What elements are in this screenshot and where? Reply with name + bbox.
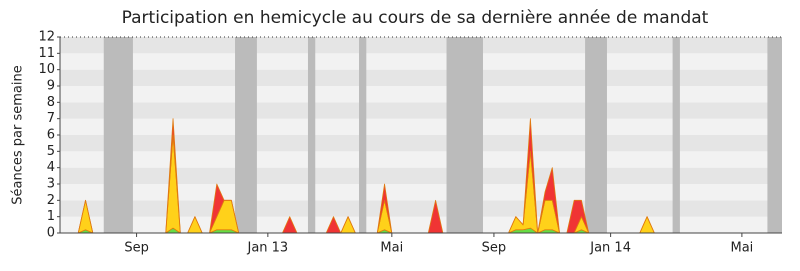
y-tick-label: 4 [47,160,55,175]
y-tick-label: 5 [47,144,55,159]
x-tick-label: Sep [482,241,507,256]
y-tick-label: 9 [47,79,55,94]
shaded-period [359,37,367,233]
x-tick-label: Jan 14 [589,241,631,256]
y-tick-label: 10 [38,62,55,77]
x-tick-label: Sep [124,241,149,256]
y-tick-label: 6 [47,128,55,143]
y-tick-label: 11 [38,46,55,61]
x-tick-label: Jan 13 [246,241,288,256]
shaded-period [307,37,316,233]
x-tick-label: Mai [730,241,753,256]
y-tick-label: 1 [47,209,55,224]
y-tick-label: 2 [47,193,55,208]
shaded-period [672,37,680,233]
y-tick-label: 0 [47,226,55,241]
y-tick-label: 8 [47,95,55,110]
shaded-period [103,37,133,233]
shaded-period [235,37,257,233]
shaded-period [585,37,607,233]
y-tick-label: 3 [47,177,55,192]
x-tick-label: Mai [380,241,403,256]
y-tick-label: 7 [47,111,55,126]
shaded-period [446,37,483,233]
y-tick-label: 12 [38,30,55,45]
shaded-period [767,37,782,233]
y-axis-label: Séances par semaine [11,65,26,204]
chart-title: Participation en hemicycle au cours de s… [122,8,709,28]
